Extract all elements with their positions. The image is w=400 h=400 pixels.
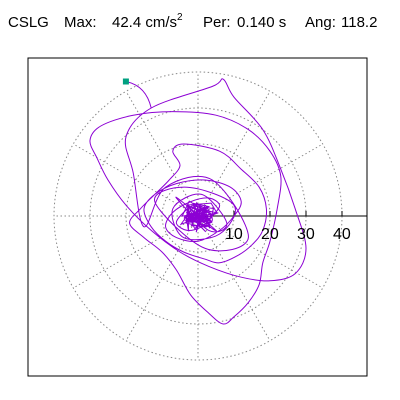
grid-spoke-30 <box>197 143 323 217</box>
period-value: 0.140 s <box>237 14 287 31</box>
trace-max-lead <box>125 81 152 109</box>
grid-spoke-120 <box>125 91 199 217</box>
ring-label-20: 20 <box>261 226 279 243</box>
ring-label-40: 40 <box>333 226 351 243</box>
grid-spoke-330 <box>197 215 323 289</box>
max-unit-exponent: 2 <box>177 12 183 23</box>
motion-trace <box>89 78 307 325</box>
max-value: 42.4 <box>112 14 142 31</box>
max-label: Max: <box>64 14 97 31</box>
chart-header: CSLG Max: 42.4 cm/s2 Per: 0.140 s Ang: 1… <box>0 12 400 40</box>
station-code: CSLG <box>8 14 49 31</box>
trace-line <box>89 78 307 325</box>
angle-label: Ang: <box>305 14 336 31</box>
ring-labels: 10 20 30 40 <box>225 226 351 243</box>
trace-cluster <box>179 200 219 233</box>
period-label: Per: <box>203 14 231 31</box>
max-unit: cm/s <box>145 14 178 31</box>
angle-value: 118.2 <box>341 14 378 31</box>
ring-label-10: 10 <box>225 226 243 243</box>
grid-spoke-240 <box>125 215 199 341</box>
grid-spoke-150 <box>73 143 199 217</box>
max-point-marker <box>122 78 129 85</box>
grid-spoke-60 <box>197 91 271 217</box>
ring-label-30: 30 <box>297 226 315 243</box>
plot-frame <box>27 57 368 377</box>
max-value-group: 42.4 cm/s2 <box>112 12 183 32</box>
